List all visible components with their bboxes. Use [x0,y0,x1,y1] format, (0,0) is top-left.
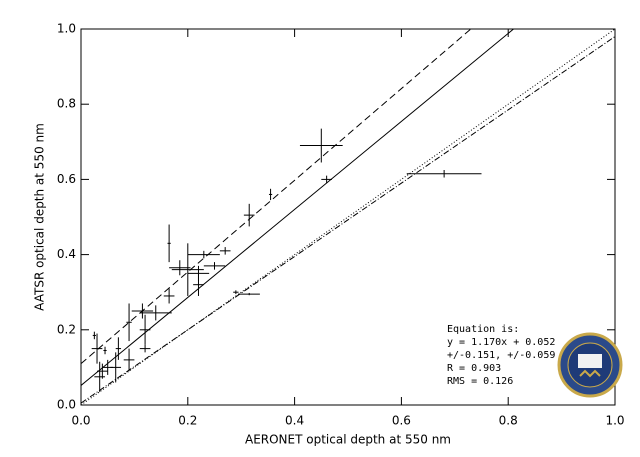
x-tick-label: 0.6 [392,414,411,428]
fit-line [80,28,472,365]
x-tick-label: 0.0 [71,414,90,428]
y-axis-label: AATSR optical depth at 550 nm [33,123,47,311]
y-tick-label: 0.4 [57,247,76,261]
y-tick-label: 0.0 [57,398,76,412]
y-tick-label: 0.6 [57,172,76,186]
logo [557,332,623,398]
annotation: RMS = 0.126 [447,376,513,387]
x-tick-label: 0.2 [178,414,197,428]
annotation: +/-0.151, +/-0.059 [447,350,555,361]
y-tick-label: 0.8 [57,97,76,111]
x-tick-label: 0.4 [285,414,304,428]
y-tick-label: 1.0 [57,22,76,36]
annotation: y = 1.170x + 0.052 [447,337,555,348]
x-axis-label: AERONET optical depth at 550 nm [245,433,451,447]
fit-line [80,36,616,404]
annotation: Equation is: [447,324,519,335]
y-tick-label: 0.2 [57,322,76,336]
x-tick-label: 0.8 [499,414,518,428]
annotation: R = 0.903 [447,363,501,374]
fit-line [80,28,514,386]
x-tick-label: 1.0 [605,414,624,428]
plot-frame [80,28,616,406]
